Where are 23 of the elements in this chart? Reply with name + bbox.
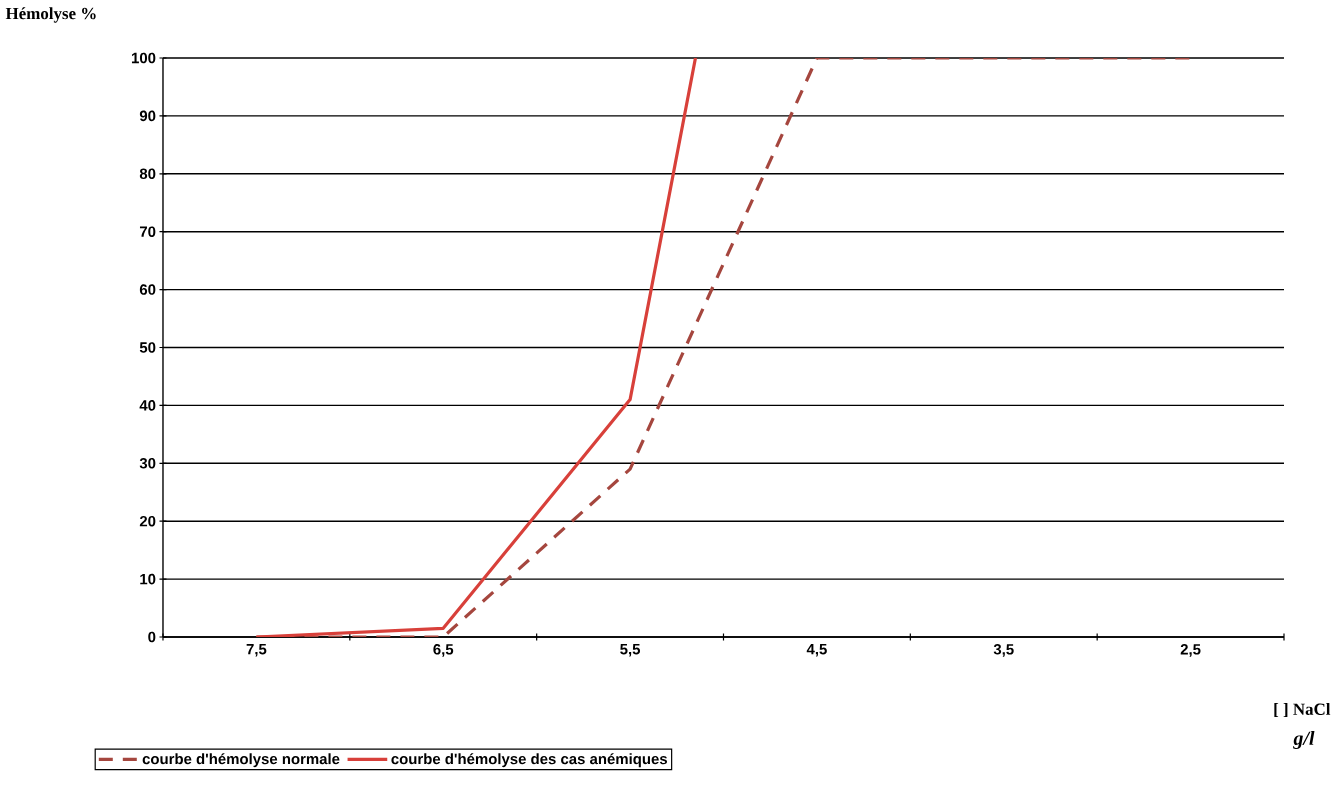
x-tick-label: 7,5: [246, 644, 267, 657]
x-tick-label: 5,5: [620, 644, 641, 657]
x-axis-title: [ ] NaCl: [1274, 702, 1331, 718]
y-tick-label: 60: [139, 284, 156, 295]
y-tick-label: 70: [139, 226, 156, 237]
y-tick-label: 100: [131, 52, 156, 64]
y-tick-label: 80: [139, 168, 156, 180]
legend-label: courbe d'hémolyse normale: [142, 753, 340, 768]
x-tick-label: 3,5: [993, 644, 1014, 657]
y-tick-label: 10: [140, 573, 156, 585]
y-axis-title: Hémolyse %: [5, 7, 96, 23]
x-tick-label: 2,5: [1180, 644, 1201, 657]
y-tick-label: 20: [139, 515, 156, 527]
y-tick-label: 0: [148, 631, 156, 643]
x-tick-label: 6,5: [433, 644, 454, 657]
text: g/l: [1293, 730, 1315, 750]
y-tick-label: 50: [139, 342, 156, 353]
legend-label: courbe d'hémolyse des cas anémiques: [391, 753, 668, 768]
y-tick-label: 90: [139, 110, 156, 122]
x-tick-label: 4,5: [806, 644, 827, 657]
y-tick-label: 40: [139, 400, 156, 411]
y-tick-label: 30: [139, 457, 156, 469]
line-series: [254, 57, 698, 637]
